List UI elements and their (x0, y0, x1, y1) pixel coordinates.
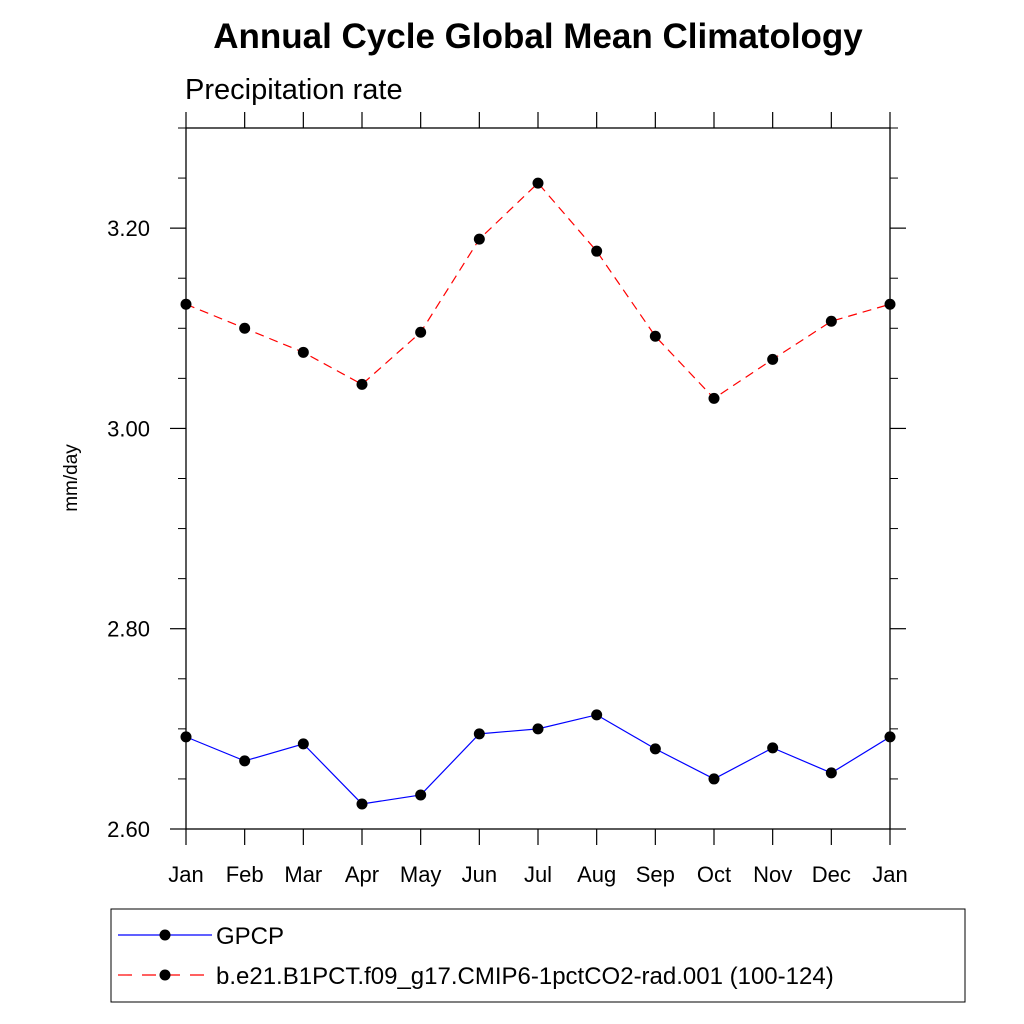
y-tick-label: 2.60 (107, 817, 150, 842)
x-tick-label: Nov (753, 862, 792, 887)
x-tick-label: Dec (812, 862, 851, 887)
data-point (356, 798, 368, 810)
data-point (591, 245, 603, 257)
legend-marker-1 (159, 969, 171, 981)
chart-subtitle: Precipitation rate (185, 74, 403, 106)
data-point (297, 346, 309, 358)
x-tick-label: Apr (345, 862, 379, 887)
legend-label: b.e21.B1PCT.f09_g17.CMIP6-1pctCO2-rad.00… (216, 963, 834, 990)
data-point (297, 738, 309, 750)
legend: GPCP b.e21.B1PCT.f09_g17.CMIP6-1pctCO2-ra… (110, 908, 966, 1003)
x-tick-label: Feb (226, 862, 264, 887)
data-point (767, 742, 779, 754)
data-point (356, 378, 368, 390)
axis-ticks: Jan Feb Mar Apr May Jun Jul Aug Sep Oct Nov Dec Jan 2… (107, 112, 908, 887)
data-point (649, 330, 661, 342)
x-tick-label: Jul (524, 862, 552, 887)
data-point (649, 743, 661, 755)
series-layer (180, 177, 896, 810)
data-point (180, 298, 192, 310)
y-tick-label: 2.80 (107, 617, 150, 642)
data-point (473, 233, 485, 245)
x-tick-label: Sep (636, 862, 675, 887)
legend-marker-0 (159, 929, 171, 941)
x-tick-label: May (400, 862, 442, 887)
x-tick-label: Jun (462, 862, 497, 887)
legend-label: GPCP (216, 923, 284, 950)
data-point (591, 709, 603, 721)
data-point (825, 767, 837, 779)
data-point (767, 353, 779, 365)
data-point (415, 326, 427, 338)
data-point (532, 723, 544, 735)
chart-title: Annual Cycle Global Mean Climatology (213, 17, 863, 56)
data-point (415, 789, 427, 801)
data-point (239, 322, 251, 334)
data-point (825, 315, 837, 327)
y-axis-label: mm/day (61, 444, 82, 512)
y-tick-label: 3.00 (107, 416, 150, 441)
x-tick-label: Jan (872, 862, 907, 887)
legend-box (110, 908, 966, 1003)
data-point (473, 728, 485, 740)
series-line-1 (185, 182, 891, 400)
data-point (708, 773, 720, 785)
x-tick-label: Oct (697, 862, 731, 887)
x-tick-label: Aug (577, 862, 616, 887)
x-tick-label: Mar (284, 862, 322, 887)
data-point (239, 755, 251, 767)
data-point (180, 731, 192, 743)
data-point (708, 392, 720, 404)
data-point (532, 177, 544, 189)
x-tick-label: Jan (168, 862, 203, 887)
y-tick-label: 3.20 (107, 216, 150, 241)
data-point (884, 731, 896, 743)
data-point (884, 298, 896, 310)
